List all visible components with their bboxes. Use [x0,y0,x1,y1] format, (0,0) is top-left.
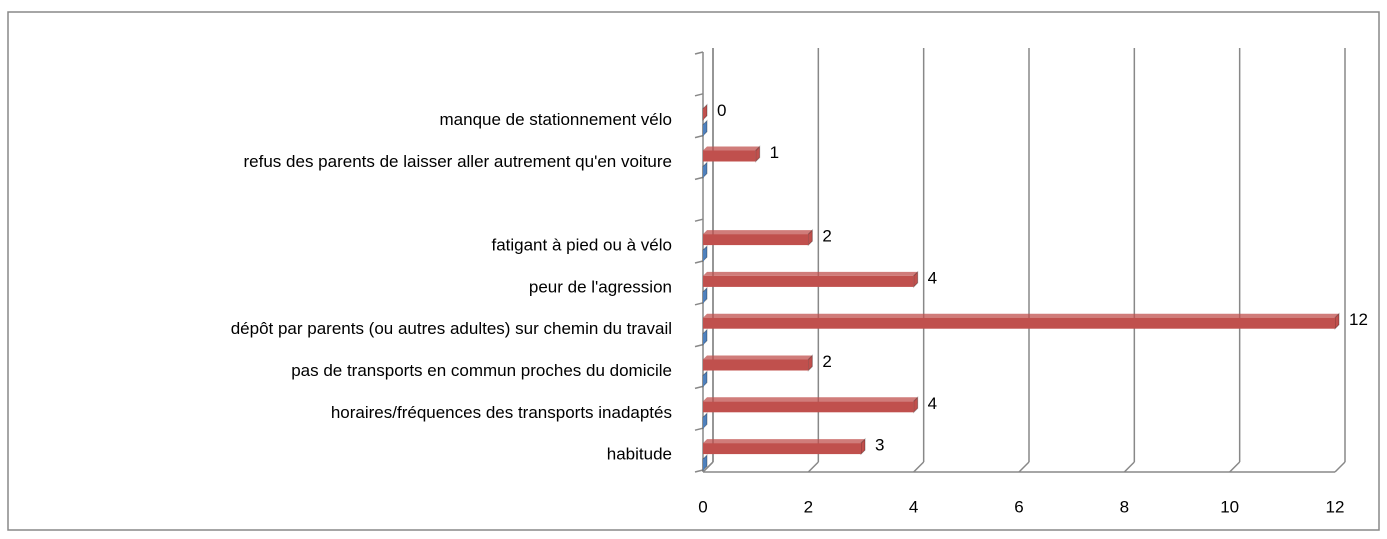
x-tick-label: 10 [1220,497,1239,516]
grid-line [1229,461,1241,473]
bar-face [703,333,704,345]
y-tick-label: dépôt par parents (ou autres adultes) su… [231,319,672,338]
bar [703,312,1340,330]
x-tick-label: 4 [909,497,918,516]
data-label: 2 [822,227,831,246]
bar [702,328,708,346]
y-tick-mark [694,176,704,181]
grid-line [702,461,714,473]
bar [703,354,813,372]
data-label: 2 [822,352,831,371]
bar [703,396,919,414]
y-tick-label: fatigant à pied ou à vélo [491,236,672,255]
bar [702,286,708,305]
y-tick-label: manque de stationnement vélo [440,110,673,129]
bar-face [703,275,914,287]
data-label: 3 [875,436,884,455]
y-tick-mark [694,302,704,306]
y-tick-mark [694,134,704,139]
x-tick-label: 8 [1120,497,1129,516]
y-tick-label: peur de l'agression [529,277,672,296]
grid-line [913,461,925,473]
bar [703,270,919,289]
bar-face [703,375,704,387]
x-tick-label: 2 [804,497,813,516]
bar-face [703,439,865,444]
x-tick-label: 12 [1326,497,1345,516]
bar-face [703,443,861,455]
bar [702,370,708,388]
y-tick-label: horaires/fréquences des transports inada… [331,403,672,422]
grid-line [1018,461,1030,473]
bar-face [703,417,704,429]
bar [703,437,866,456]
bar-face [703,355,813,360]
bar [702,161,708,179]
y-tick-mark [694,93,704,97]
bar-face [703,313,1339,318]
y-tick-mark [694,385,704,390]
data-label: 12 [1349,310,1368,329]
bar-face [703,459,704,471]
bar-face [703,317,1335,329]
x-tick-label: 0 [698,497,707,516]
bar-face [703,108,704,120]
data-label: 1 [770,143,779,162]
bar-face [703,359,809,371]
data-label: 0 [717,101,726,120]
bar-face [703,397,918,402]
data-label: 4 [928,394,937,413]
y-tick-mark [694,469,704,473]
y-tick-mark [694,343,704,348]
bar-face [703,401,914,413]
y-tick-mark [694,218,704,222]
grid-line [807,461,819,473]
y-tick-mark [694,51,704,55]
bar-face [703,146,760,151]
bar [702,453,708,472]
bar-face [703,166,704,178]
y-tick-label: pas de transports en commun proches du d… [291,361,672,380]
y-tick-mark [694,260,704,264]
bar-face [703,230,813,235]
chart-frame [7,11,1380,531]
grid-line [1123,461,1135,473]
bar-face [703,250,704,262]
bar [702,119,708,137]
bar [702,412,708,430]
bar [703,228,813,247]
y-tick-mark [694,427,704,431]
bar-face [703,124,704,136]
x-tick-label: 6 [1014,497,1023,516]
bar-face [703,291,704,303]
bar [702,103,708,121]
y-tick-label: refus des parents de laisser aller autre… [244,152,672,171]
data-label: 4 [928,268,937,287]
bar-face [703,150,756,162]
grid-line [1334,461,1346,473]
bar-face [703,271,918,276]
bar-face [703,234,809,246]
y-tick-label: habitude [607,445,672,464]
bar [703,145,761,163]
bar [702,244,708,263]
